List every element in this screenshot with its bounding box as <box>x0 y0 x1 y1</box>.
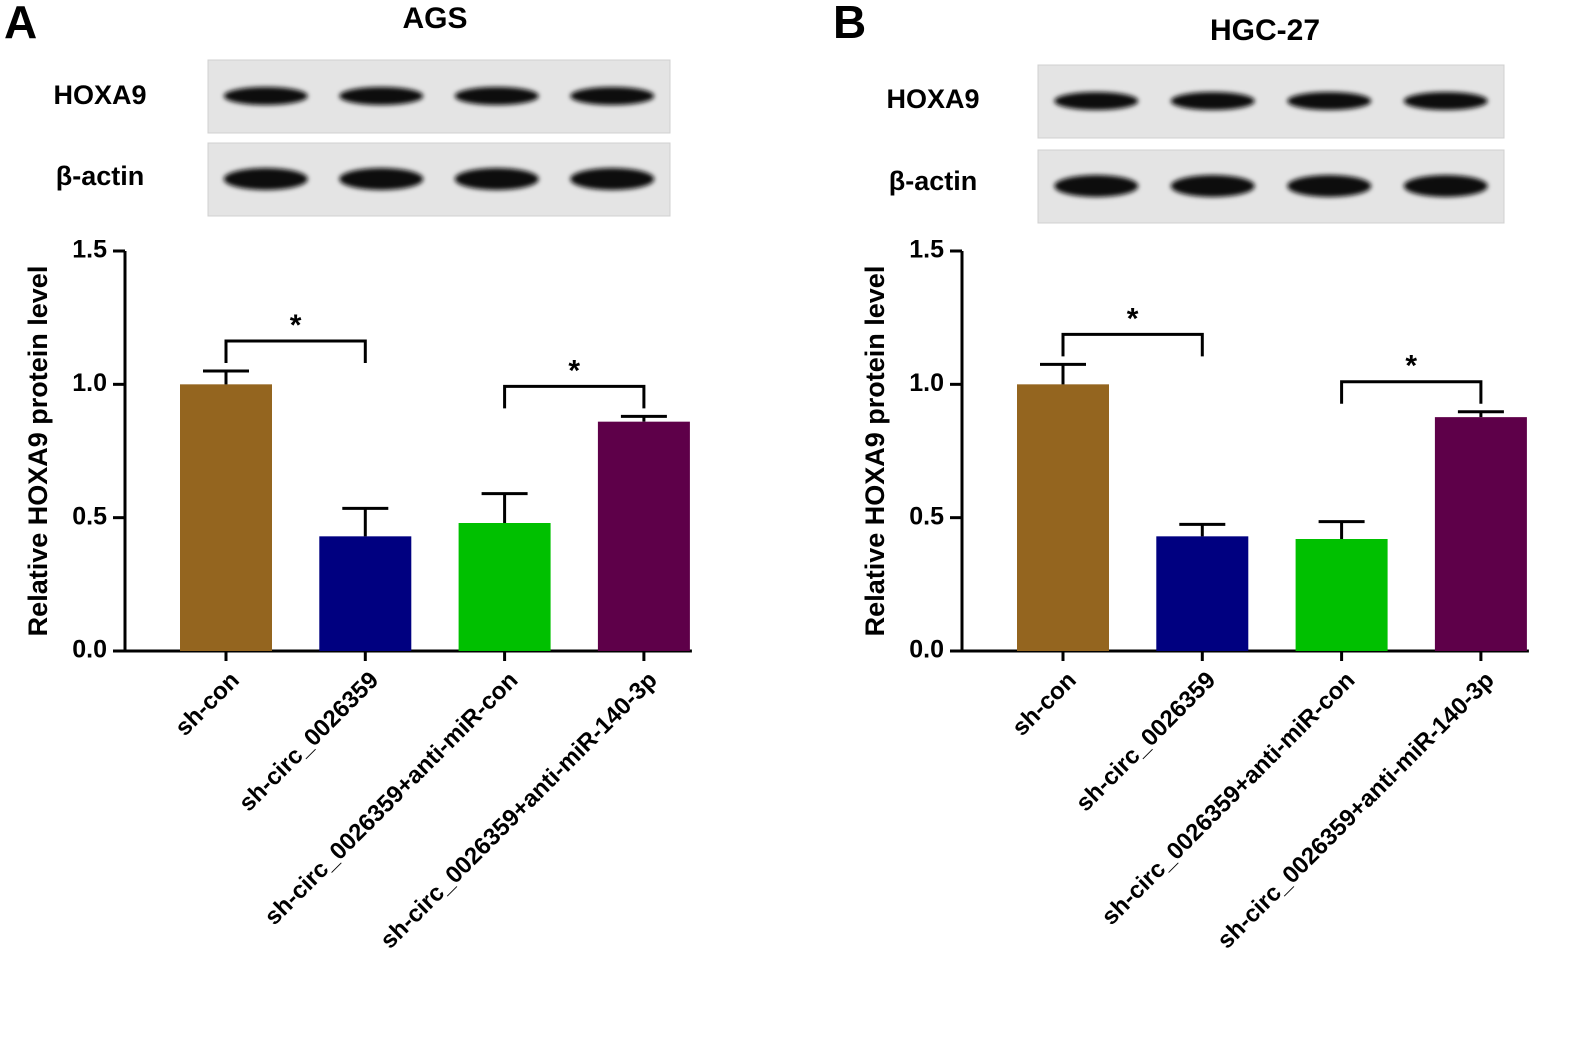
x-tick-label: sh-circ_0026359+anti-miR-140-3p <box>1212 667 1499 954</box>
blot-band <box>339 87 424 105</box>
y-tick-label: 1.5 <box>72 236 107 264</box>
panel-title: HGC-27 <box>1210 14 1320 47</box>
blot-band <box>1287 175 1372 197</box>
error-bar <box>1318 520 1365 539</box>
y-tick-label: 0.0 <box>909 636 944 664</box>
bar <box>319 536 412 651</box>
error-bar <box>1040 362 1086 385</box>
error-bar <box>342 506 389 537</box>
error-bar <box>203 369 249 385</box>
bar <box>180 384 272 651</box>
bar <box>1017 384 1109 651</box>
significance-label: * <box>290 309 302 342</box>
y-axis-label: Relative HOXA9 protein level <box>23 266 53 637</box>
blot-band <box>570 168 655 190</box>
y-tick-label: 1.0 <box>909 369 944 397</box>
blot-band <box>1403 175 1488 197</box>
y-tick-label: 0.0 <box>72 636 107 664</box>
bar <box>597 421 690 651</box>
significance-label: * <box>568 354 580 387</box>
panel-title: AGS <box>402 2 467 35</box>
bar <box>458 523 551 651</box>
blot-band <box>1287 92 1372 110</box>
error-bar <box>1457 410 1504 418</box>
x-tick-label: sh-con <box>1007 667 1082 742</box>
y-tick-label: 0.5 <box>909 502 944 530</box>
significance-label: * <box>1405 350 1417 383</box>
x-tick-label: sh-circ_0026359+anti-miR-con <box>1096 667 1360 931</box>
significance-bracket <box>224 339 367 363</box>
blot-band <box>454 87 539 105</box>
error-bar <box>620 414 667 422</box>
panel-letter: B <box>833 0 866 48</box>
bar <box>1434 417 1527 651</box>
blot-label: β-actin <box>56 161 145 191</box>
y-tick-label: 1.5 <box>909 236 944 264</box>
x-tick-label: sh-circ_0026359+anti-miR-con <box>259 667 523 931</box>
blot-label: HOXA9 <box>53 80 146 110</box>
significance-bracket <box>1340 380 1483 404</box>
blot-band <box>454 168 539 190</box>
y-tick-label: 1.0 <box>72 369 107 397</box>
significance-bracket <box>503 384 646 409</box>
error-bar <box>1179 522 1226 537</box>
blot-band <box>1054 175 1139 197</box>
x-tick-label: sh-con <box>170 667 245 742</box>
blot-band <box>1170 175 1255 197</box>
significance-bracket <box>1061 332 1204 357</box>
blot-band <box>339 168 424 190</box>
blot-band <box>570 87 655 105</box>
y-tick-label: 0.5 <box>72 502 107 530</box>
blot-band <box>223 87 308 105</box>
blot-band <box>1054 92 1139 110</box>
bar <box>1295 539 1388 651</box>
blot-band <box>1403 92 1488 110</box>
bar <box>1156 536 1249 651</box>
x-tick-label: sh-circ_0026359 <box>234 667 384 817</box>
error-bar <box>481 492 528 523</box>
blot-label: β-actin <box>889 166 978 196</box>
blot-band <box>223 168 308 190</box>
x-tick-label: sh-circ_0026359+anti-miR-140-3p <box>375 667 662 954</box>
x-tick-label: sh-circ_0026359 <box>1071 667 1221 817</box>
panel-letter: A <box>4 0 37 48</box>
blot-band <box>1170 92 1255 110</box>
significance-label: * <box>1127 302 1139 335</box>
y-axis-label: Relative HOXA9 protein level <box>860 266 890 637</box>
blot-label: HOXA9 <box>886 84 979 114</box>
